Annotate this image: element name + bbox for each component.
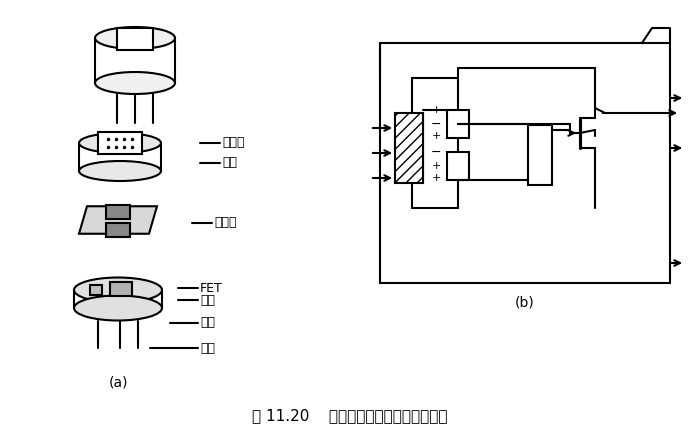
Bar	[395, 113, 423, 183]
Text: +: +	[431, 173, 441, 183]
Text: +: +	[431, 131, 441, 141]
Bar	[447, 110, 469, 138]
Text: 引线: 引线	[200, 342, 215, 354]
Text: 滤光片: 滤光片	[222, 137, 244, 149]
Text: 敏感元: 敏感元	[214, 216, 237, 230]
Ellipse shape	[95, 72, 175, 94]
Bar	[117, 28, 153, 50]
Polygon shape	[79, 206, 157, 234]
Bar	[447, 152, 469, 180]
Ellipse shape	[79, 161, 161, 181]
Bar	[106, 205, 130, 219]
Text: (a): (a)	[108, 376, 127, 390]
Text: FET: FET	[200, 282, 223, 294]
Bar	[528, 125, 552, 185]
Text: +: +	[431, 161, 441, 171]
Bar	[110, 282, 132, 296]
Text: (b): (b)	[515, 296, 535, 310]
Bar	[106, 223, 130, 237]
Text: 管座: 管座	[200, 293, 215, 307]
Ellipse shape	[95, 27, 175, 49]
Text: 图 11.20    热释电人体红外传感器的结构: 图 11.20 热释电人体红外传感器的结构	[252, 409, 448, 424]
Text: +: +	[431, 105, 441, 115]
Bar	[98, 132, 142, 154]
Ellipse shape	[79, 133, 161, 153]
Text: −: −	[430, 145, 441, 159]
Text: 管帽: 管帽	[222, 156, 237, 170]
Ellipse shape	[74, 296, 162, 321]
Text: −: −	[430, 117, 441, 131]
Bar	[90, 285, 102, 295]
Text: 高阻: 高阻	[200, 317, 215, 329]
Ellipse shape	[74, 278, 162, 303]
